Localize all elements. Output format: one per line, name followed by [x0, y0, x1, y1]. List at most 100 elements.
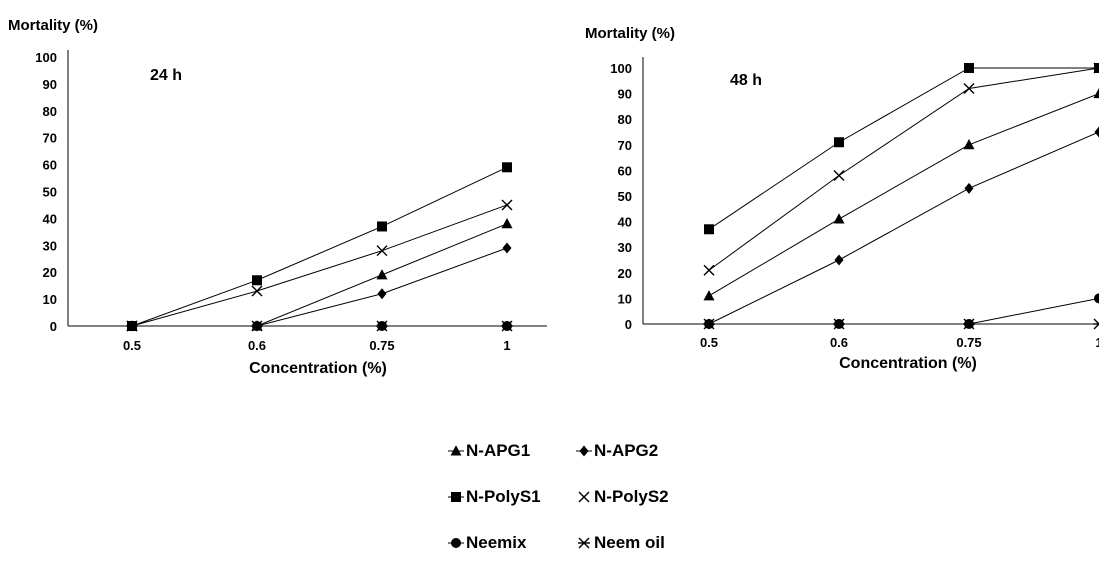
y-tick-label: 0: [50, 319, 57, 334]
data-point: [1093, 318, 1099, 330]
data-point: [703, 290, 715, 301]
series-n-polys2: [126, 199, 513, 332]
legend-item-n-polys1: N-PolyS1: [448, 487, 576, 507]
data-point: [252, 275, 262, 286]
data-point: [501, 199, 513, 211]
legend-label: Neem oil: [594, 533, 665, 552]
series-line: [132, 247, 508, 327]
y-tick-label: 70: [43, 131, 57, 146]
y-tick-label: 50: [618, 189, 632, 204]
diamond-icon: [576, 445, 592, 457]
series-line: [708, 67, 1099, 271]
data-point: [963, 139, 975, 150]
series-n-polys1: [704, 63, 1099, 235]
x-tick-label: 0.75: [369, 338, 394, 353]
asterisk-icon: [578, 537, 590, 549]
asterisk-marker: [578, 537, 590, 549]
legend-row: N-PolyS1 N-PolyS2: [448, 474, 768, 520]
series-line: [131, 204, 508, 327]
data-point: [834, 137, 844, 148]
data-point: [501, 218, 513, 229]
data-point: [251, 285, 263, 297]
y-tick-label: 80: [618, 112, 632, 127]
y-tick-label: 0: [625, 317, 632, 332]
series-line: [708, 67, 1099, 230]
y-tick-label: 90: [618, 87, 632, 102]
data-point: [376, 320, 388, 332]
legend-item-n-polys2: N-PolyS2: [576, 487, 736, 507]
data-point: [1094, 293, 1099, 304]
legend-row: Neemix Neem oil: [448, 520, 768, 566]
y-tick-label: 40: [43, 211, 57, 226]
y-tick-label: 60: [43, 158, 57, 173]
y-tick-label: 30: [43, 238, 57, 253]
series-line: [708, 131, 1099, 325]
x-tick-label: 0.75: [956, 335, 981, 350]
square-icon: [448, 492, 464, 502]
legend-label: N-APG1: [466, 441, 531, 460]
series-line: [708, 93, 1099, 297]
y-tick-label: 70: [618, 138, 632, 153]
data-point: [963, 318, 975, 330]
triangle-icon: [448, 445, 464, 456]
data-point: [251, 320, 263, 332]
y-tick-label: 60: [618, 163, 632, 178]
square-marker: [451, 492, 461, 502]
series-n-apg2: [127, 242, 512, 332]
circle-icon: [448, 538, 464, 548]
x-axis-label: Concentration (%): [839, 355, 977, 372]
legend-item-n-apg2: N-APG2: [576, 441, 736, 461]
data-point: [501, 320, 513, 332]
x-icon: [578, 491, 590, 503]
series-n-apg2: [704, 126, 1099, 330]
data-point: [502, 162, 512, 173]
series-line: [131, 166, 508, 327]
y-tick-label: 90: [43, 77, 57, 92]
y-tick-label: 100: [35, 50, 57, 65]
data-point: [963, 82, 975, 94]
data-point: [704, 224, 714, 235]
legend-label: N-PolyS2: [594, 487, 669, 506]
series-line: [709, 297, 1099, 325]
legend-item-neem-oil: Neem oil: [576, 533, 736, 553]
y-tick-label: 30: [618, 240, 632, 255]
panel-title: 24 h: [150, 67, 182, 84]
data-point: [377, 221, 387, 232]
series-n-apg1: [126, 218, 513, 331]
diamond-marker: [579, 445, 589, 457]
data-point: [703, 264, 715, 276]
x-tick-label: 1: [1095, 335, 1099, 350]
data-point: [376, 269, 388, 280]
y-tick-label: 20: [43, 265, 57, 280]
y-tick-label: 20: [618, 266, 632, 281]
data-point: [703, 318, 715, 330]
data-point: [964, 182, 974, 194]
data-point: [1093, 62, 1099, 74]
data-point: [964, 63, 974, 73]
x-tick-label: 1: [503, 338, 510, 353]
series-neem-oil: [126, 320, 513, 332]
legend-row: N-APG1 N-APG2: [448, 428, 768, 474]
legend: N-APG1 N-APG2 N-PolyS1 N-PolyS2 Neemix N…: [448, 428, 768, 566]
x-marker: [578, 491, 590, 503]
y-axis-label: Mortality (%): [8, 17, 98, 34]
legend-label: N-PolyS1: [466, 487, 541, 506]
legend-label: N-APG2: [594, 441, 659, 460]
data-point: [833, 213, 845, 224]
chart-panel-1: 0 10 20 30 40 50 60 70 80 90 100 0.5 0.6 0.75 1 Mortali…: [8, 17, 547, 377]
panel-title: 48 h: [730, 72, 762, 89]
y-tick-label: 10: [43, 292, 57, 307]
legend-item-neemix: Neemix: [448, 533, 576, 553]
x-tick-label: 0.5: [123, 338, 141, 353]
series-n-apg1: [703, 87, 1099, 301]
chart-panel-2: 0 10 20 30 40 50 60 70 80 90 100 0.5 0.6 0.75 1 Mortali…: [585, 25, 1099, 372]
data-point: [376, 245, 388, 257]
x-tick-label: 0.5: [700, 335, 718, 350]
x-axis-label: Concentration (%): [249, 360, 387, 377]
data-point: [126, 320, 138, 332]
series-neem-oil: [703, 318, 1099, 330]
data-point: [1093, 87, 1099, 99]
legend-item-n-apg1: N-APG1: [448, 441, 576, 461]
y-tick-label: 80: [43, 104, 57, 119]
